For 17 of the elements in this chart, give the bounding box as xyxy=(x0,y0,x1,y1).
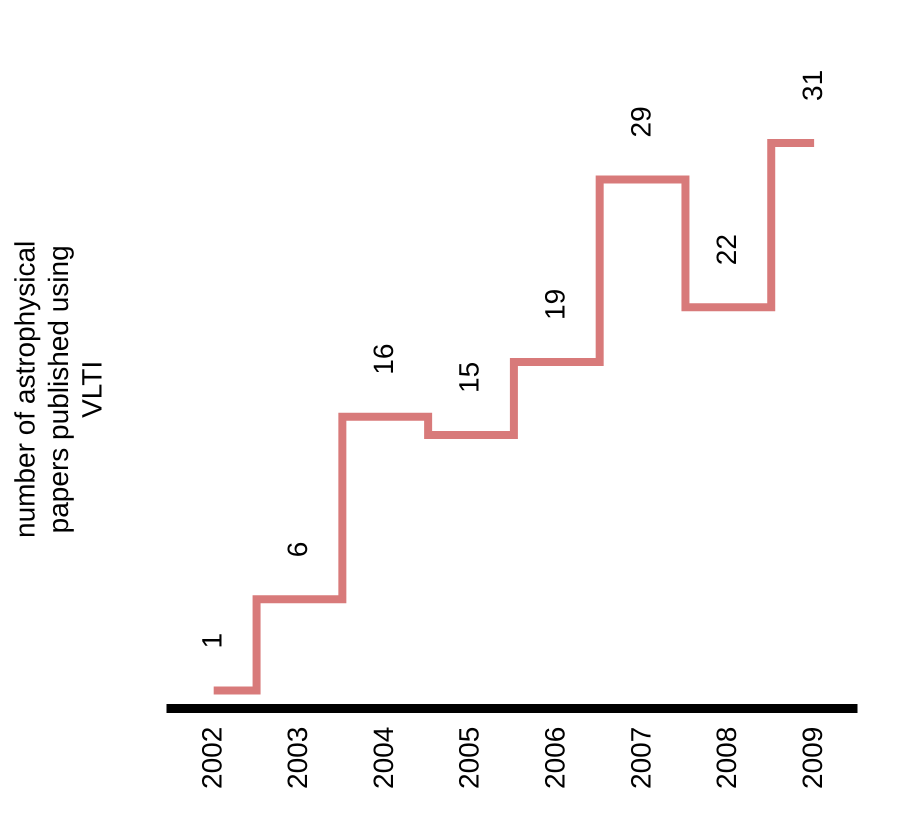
x-tick-label: 2009 xyxy=(796,726,828,790)
data-label: 31 xyxy=(796,70,828,101)
x-tick-label: 2006 xyxy=(540,726,571,790)
data-label: 22 xyxy=(711,234,742,266)
x-tick-label: 2003 xyxy=(282,726,314,790)
x-tick-label: 2004 xyxy=(368,726,399,790)
x-tick-label: 2008 xyxy=(711,726,742,790)
data-label: 19 xyxy=(540,288,571,320)
x-tick-label: 2002 xyxy=(196,726,228,790)
data-label: 6 xyxy=(282,542,314,558)
x-tick-label: 2005 xyxy=(454,726,485,790)
data-label: 29 xyxy=(625,106,656,138)
data-label: 1 xyxy=(196,632,228,648)
x-tick-label: 2007 xyxy=(625,726,656,790)
y-axis-title: number of astrophysical papers published using VLTI xyxy=(10,240,108,538)
data-label: 16 xyxy=(368,344,399,375)
data-label: 15 xyxy=(454,362,485,393)
